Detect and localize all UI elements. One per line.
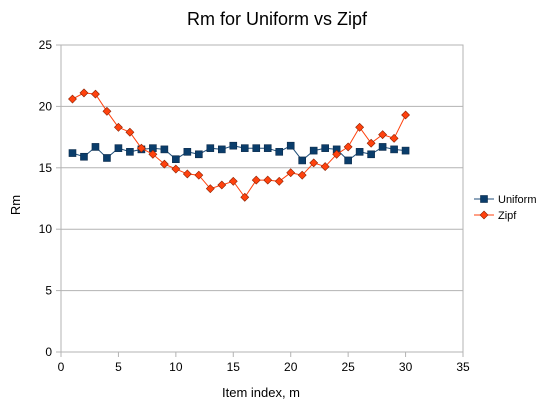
uniform-point <box>378 143 387 151</box>
uniform-series <box>68 141 410 165</box>
x-tick-label: 15 <box>227 360 241 374</box>
zipf-point <box>182 169 192 179</box>
zipf-point <box>332 149 342 159</box>
zipf-point <box>286 168 296 178</box>
axis-ticks: 0 5 10 15 20 25 0 5 10 15 20 25 30 35 <box>39 38 470 374</box>
uniform-point <box>401 146 410 155</box>
x-tick-label: 20 <box>284 360 298 374</box>
zipf-point <box>389 133 399 143</box>
uniform-point <box>195 150 203 159</box>
zipf-point <box>79 88 89 98</box>
uniform-point <box>298 156 307 165</box>
zipf-point <box>171 164 181 174</box>
uniform-point <box>263 144 272 152</box>
legend-swatch-marker <box>480 195 488 203</box>
uniform-point <box>344 156 352 165</box>
legend-label: Uniform <box>498 194 537 206</box>
uniform-point <box>218 145 226 154</box>
y-tick-label: 20 <box>39 99 53 113</box>
zipf-point <box>125 127 135 137</box>
uniform-point <box>126 148 134 156</box>
uniform-point <box>68 149 77 157</box>
zipf-point <box>320 162 330 171</box>
uniform-point <box>183 148 192 156</box>
zipf-point <box>355 122 365 132</box>
zipf-series <box>68 88 410 202</box>
zipf-point <box>251 175 261 185</box>
uniform-point <box>114 144 123 152</box>
uniform-point <box>286 141 295 150</box>
zipf-point <box>217 180 227 190</box>
uniform-point <box>240 144 249 152</box>
x-tick-label: 25 <box>341 360 355 374</box>
uniform-point <box>206 144 215 152</box>
zipf-point <box>366 138 376 148</box>
zipf-point <box>343 142 353 152</box>
y-tick-label: 10 <box>39 222 53 236</box>
zipf-point <box>228 176 238 186</box>
y-tick-label: 5 <box>45 284 52 298</box>
uniform-point <box>321 144 329 152</box>
uniform-point <box>390 145 398 154</box>
zipf-point <box>194 170 204 180</box>
x-tick-label: 35 <box>456 360 470 374</box>
chart-title: Rm for Uniform vs Zipf <box>187 9 368 29</box>
uniform-point <box>80 152 88 161</box>
legend: Uniform Zipf <box>474 194 537 222</box>
y-tick-label: 25 <box>39 38 53 52</box>
x-axis-title: Item index, m <box>222 385 300 400</box>
uniform-point <box>103 154 111 162</box>
legend-label: Zipf <box>498 210 517 222</box>
y-axis-title: Rm <box>8 195 23 215</box>
zipf-point <box>309 158 319 168</box>
zipf-point <box>205 184 215 194</box>
y-tick-label: 15 <box>39 161 53 175</box>
x-tick-label: 10 <box>169 360 183 374</box>
uniform-point <box>367 150 375 159</box>
zipf-point <box>114 122 123 132</box>
x-tick-label: 0 <box>58 360 65 374</box>
zipf-point <box>102 106 112 116</box>
zipf-point <box>159 159 169 169</box>
data-series <box>68 88 410 202</box>
uniform-point <box>229 141 238 150</box>
uniform-point <box>355 148 364 156</box>
uniform-point <box>275 148 284 156</box>
uniform-point <box>309 146 318 155</box>
x-tick-label: 5 <box>115 360 122 374</box>
zipf-point <box>401 110 410 120</box>
gridlines <box>61 44 463 353</box>
uniform-point <box>252 144 261 152</box>
zipf-point <box>240 192 250 202</box>
y-tick-label: 0 <box>45 345 52 359</box>
zipf-point <box>148 149 158 159</box>
zipf-line <box>72 92 407 199</box>
plot-area <box>60 44 464 353</box>
zipf-point <box>136 143 146 153</box>
zipf-point <box>91 89 100 99</box>
zipf-point <box>378 130 388 140</box>
zipf-point <box>263 175 273 185</box>
zipf-point <box>68 94 77 104</box>
uniform-point <box>91 143 100 151</box>
legend-item-zipf: Zipf <box>474 210 517 222</box>
zipf-point <box>297 170 307 180</box>
zipf-point <box>274 176 284 186</box>
legend-swatch-marker <box>479 210 489 220</box>
legend-item-uniform: Uniform <box>474 194 537 206</box>
x-tick-label: 30 <box>399 360 413 374</box>
uniform-point <box>160 145 169 154</box>
uniform-line <box>72 145 406 162</box>
uniform-point <box>172 155 180 164</box>
